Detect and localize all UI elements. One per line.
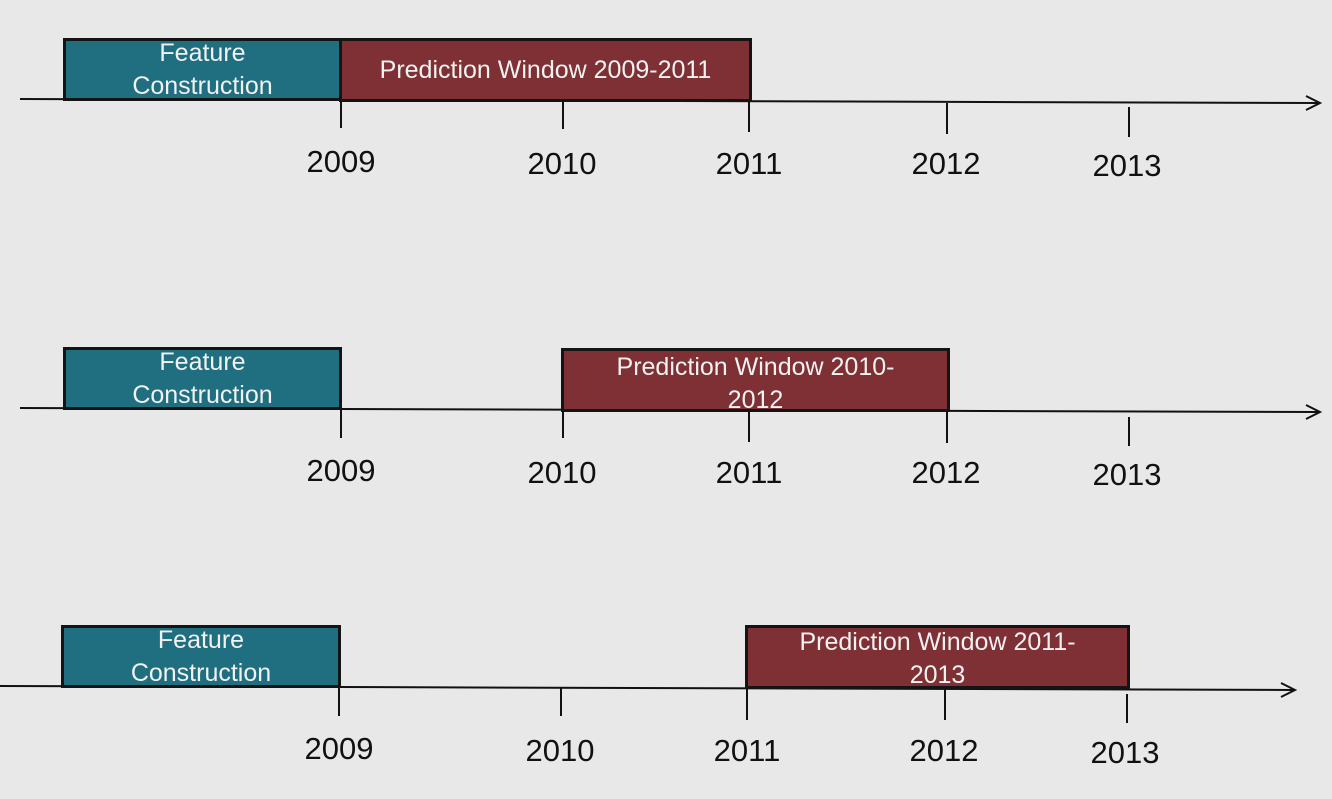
year-label: 2010: [527, 146, 597, 181]
prediction-window-box: Prediction Window 2009-2011: [339, 38, 752, 102]
year-label: 2011: [715, 146, 783, 181]
prediction-window-box: Prediction Window 2011- 2013: [745, 625, 1130, 689]
year-label: 2009: [304, 731, 374, 766]
axis-arrowhead: [1280, 682, 1298, 698]
year-label: 2009: [306, 144, 376, 179]
year-label: 2011: [715, 455, 783, 490]
year-label: 2010: [527, 455, 597, 490]
year-label: 2012: [909, 733, 979, 768]
prediction-window-label: Prediction Window 2010- 2012: [616, 353, 895, 414]
feature-construction-box: Feature Construction: [63, 38, 342, 101]
prediction-window-box: Prediction Window 2010- 2012: [561, 348, 950, 414]
year-label: 2009: [306, 453, 376, 488]
feature-construction-label: Feature Construction: [130, 625, 272, 687]
axis-arrowhead: [1305, 95, 1323, 111]
feature-construction-box: Feature Construction: [63, 347, 342, 410]
feature-construction-label: Feature Construction: [132, 38, 273, 100]
prediction-window-label: Prediction Window 2009-2011: [379, 55, 712, 84]
feature-construction-box: Feature Construction: [61, 625, 341, 688]
year-label: 2011: [713, 733, 781, 768]
year-label: 2013: [1092, 457, 1162, 492]
axis-arrowhead: [1305, 404, 1323, 420]
year-label: 2010: [525, 733, 595, 768]
year-label: 2013: [1092, 148, 1162, 183]
prediction-window-label: Prediction Window 2011- 2013: [799, 628, 1076, 689]
year-label: 2012: [911, 455, 981, 490]
feature-construction-label: Feature Construction: [132, 347, 273, 409]
year-label: 2013: [1090, 735, 1160, 770]
year-label: 2012: [911, 146, 981, 181]
